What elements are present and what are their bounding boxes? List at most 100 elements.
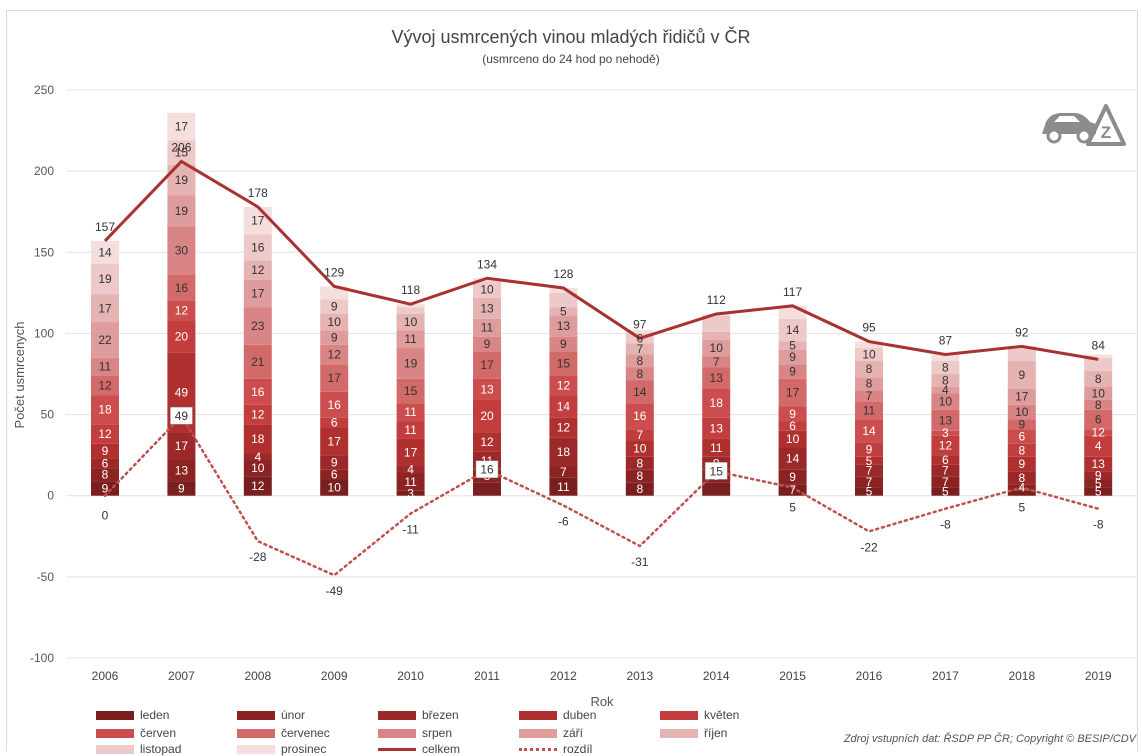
data-label: 13 bbox=[480, 382, 494, 396]
car-z-logo-icon: Z bbox=[1038, 100, 1128, 155]
y-tick-label: 100 bbox=[34, 326, 54, 340]
data-label: 8 bbox=[636, 482, 643, 496]
bar-segment bbox=[702, 331, 731, 340]
bar-segment bbox=[473, 297, 501, 319]
bar-segment bbox=[702, 482, 731, 496]
data-label: 10 bbox=[480, 283, 494, 297]
data-label: 8 bbox=[866, 377, 873, 391]
bar-segment bbox=[1007, 388, 1036, 405]
diff-label-box bbox=[475, 460, 499, 478]
total-label: 97 bbox=[633, 317, 647, 331]
data-label: 9 bbox=[102, 444, 109, 458]
x-tick-label: 2012 bbox=[550, 669, 577, 683]
data-label: 11 bbox=[404, 423, 417, 437]
data-label: 5 bbox=[866, 454, 873, 468]
bar-segment bbox=[931, 361, 960, 374]
source-note: Zdroj vstupních dat: ŘSDP PP ČR; Copyrig… bbox=[843, 733, 1136, 745]
bar-segment bbox=[396, 438, 425, 467]
bar-segment bbox=[549, 375, 578, 396]
bar-segment bbox=[243, 378, 272, 405]
bar-segment bbox=[320, 330, 349, 345]
data-label: 9 bbox=[484, 337, 491, 351]
data-label: 19 bbox=[404, 356, 418, 370]
bar-segment bbox=[1084, 409, 1113, 430]
data-label: 5 bbox=[866, 485, 873, 499]
bar-segment bbox=[396, 403, 425, 422]
data-label: 7 bbox=[636, 342, 643, 356]
bar-segment bbox=[396, 490, 425, 496]
data-label: 17 bbox=[404, 446, 418, 460]
x-tick-label: 2015 bbox=[779, 669, 806, 683]
bar-segment bbox=[396, 304, 425, 308]
legend-swatch bbox=[237, 729, 275, 738]
data-label: 10 bbox=[1092, 386, 1106, 400]
data-label: 17 bbox=[98, 301, 112, 315]
y-tick-label: -100 bbox=[30, 651, 54, 665]
bar-segment bbox=[243, 460, 272, 477]
legend-label: prosinec bbox=[281, 742, 327, 756]
bar-segment bbox=[473, 336, 501, 352]
bar-segment bbox=[473, 378, 501, 400]
bar-segment bbox=[91, 263, 119, 295]
data-label: 17 bbox=[175, 120, 189, 134]
data-label: 9 bbox=[789, 350, 796, 364]
data-label: 10 bbox=[328, 481, 342, 495]
diff-label: 5 bbox=[789, 501, 796, 515]
bar-segment bbox=[855, 487, 883, 496]
bar-segment bbox=[1007, 443, 1036, 457]
legend-label: celkem bbox=[422, 742, 461, 756]
bar-segment bbox=[702, 315, 731, 332]
y-axis-label: Počet usmrcenych bbox=[12, 322, 27, 429]
bar-segment bbox=[625, 367, 654, 381]
total-label: 157 bbox=[95, 220, 115, 234]
data-label: 6 bbox=[331, 468, 338, 482]
total-label: 112 bbox=[707, 293, 726, 307]
bar-segment bbox=[625, 429, 654, 441]
legend-label: srpen bbox=[422, 726, 453, 740]
data-label: 17 bbox=[480, 358, 494, 372]
data-label: 18 bbox=[557, 445, 571, 459]
bar-segment bbox=[91, 375, 119, 396]
data-label: 16 bbox=[251, 385, 265, 399]
bar-segment bbox=[1084, 370, 1113, 387]
data-label: 10 bbox=[328, 315, 342, 329]
bar-segment bbox=[91, 240, 119, 264]
bar-segment bbox=[320, 391, 349, 418]
data-label: 20 bbox=[175, 330, 189, 344]
total-label: 87 bbox=[939, 334, 953, 348]
legend-swatch bbox=[378, 729, 416, 738]
legend-label: leden bbox=[140, 708, 170, 722]
data-label: 17 bbox=[328, 371, 342, 385]
data-label: 8 bbox=[636, 456, 643, 470]
bar-segment bbox=[243, 260, 272, 280]
legend-label: červenec bbox=[281, 726, 330, 740]
bar-segment bbox=[320, 469, 349, 480]
bar-segment bbox=[625, 440, 654, 457]
y-tick-label: 200 bbox=[34, 164, 54, 178]
bar-segment bbox=[473, 399, 501, 433]
data-label: 4 bbox=[1018, 481, 1025, 495]
bar-segment bbox=[855, 401, 883, 420]
total-label: 128 bbox=[553, 267, 573, 281]
data-label: 6 bbox=[636, 331, 643, 345]
data-label: 10 bbox=[404, 315, 418, 329]
data-label: 14 bbox=[862, 424, 876, 438]
bar-segment bbox=[1084, 435, 1113, 457]
bar-segment bbox=[91, 443, 119, 459]
data-label: 13 bbox=[557, 319, 571, 333]
bar-segment bbox=[931, 430, 960, 436]
data-label: 9 bbox=[560, 337, 567, 351]
data-label: 8 bbox=[636, 367, 643, 381]
data-label: 3 bbox=[407, 486, 414, 500]
data-label: 7 bbox=[560, 465, 567, 479]
data-label: 9 bbox=[178, 481, 185, 495]
bar-segment bbox=[855, 348, 883, 362]
bar-segment bbox=[320, 286, 349, 300]
data-label: 8 bbox=[942, 373, 949, 387]
legend-swatch bbox=[96, 711, 134, 720]
diff-label: 5 bbox=[1018, 501, 1025, 515]
data-label: 9 bbox=[331, 330, 338, 344]
data-label: 21 bbox=[251, 355, 265, 369]
diff-label: -11 bbox=[402, 523, 419, 537]
bar-segment bbox=[167, 226, 196, 276]
